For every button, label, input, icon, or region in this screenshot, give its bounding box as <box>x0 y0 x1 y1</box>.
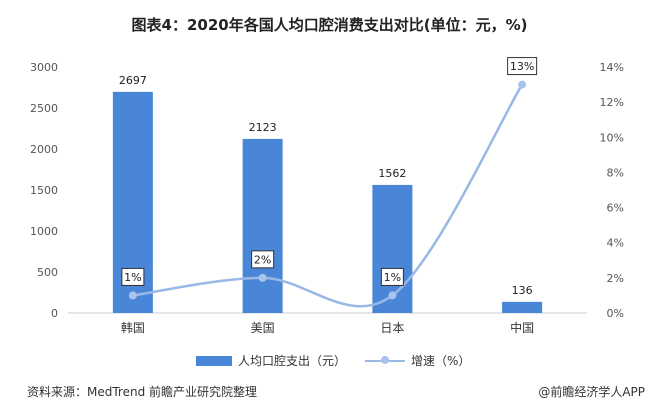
bars: 2697 2123 1562 136 <box>112 74 543 313</box>
bar-value-label: 2697 <box>119 74 147 87</box>
left-tick-label: 0 <box>51 307 58 320</box>
right-tick-label: 12% <box>600 96 624 109</box>
bar <box>242 138 283 313</box>
chart-area: 0 500 1000 1500 2000 2500 3000 0% 2% 4% 6% 8% 10% 12… <box>30 57 624 335</box>
growth-label-box <box>121 267 145 286</box>
growth-point <box>388 291 397 300</box>
growth-point <box>258 273 267 282</box>
growth-label: 2% <box>254 253 271 266</box>
growth-label-box <box>251 250 275 269</box>
category-labels: 韩国 美国 日本 中国 <box>121 320 534 335</box>
right-tick-label: 8% <box>607 166 624 179</box>
right-tick-label: 0% <box>607 307 624 320</box>
right-tick-label: 6% <box>607 202 624 215</box>
category-label: 美国 <box>251 321 275 335</box>
right-axis: 0% 2% 4% 6% 8% 10% 12% 14% <box>600 61 624 320</box>
category-label: 中国 <box>510 320 534 335</box>
legend-line-label: 增速（%） <box>411 354 471 368</box>
right-tick-label: 2% <box>607 272 624 285</box>
growth-label-box <box>380 267 404 286</box>
source-note: 资料来源：MedTrend 前瞻产业研究院整理 <box>27 385 258 399</box>
right-tick-label: 4% <box>607 237 624 250</box>
bar-value-label: 136 <box>512 284 533 297</box>
growth-label: 1% <box>124 271 141 284</box>
legend-bar-swatch <box>196 356 232 366</box>
growth-label-box <box>507 57 538 76</box>
legend: 人均口腔支出（元） 增速（%） <box>0 351 659 371</box>
category-label: 韩国 <box>121 320 145 335</box>
left-tick-label: 3000 <box>30 61 58 74</box>
growth-point <box>128 291 137 300</box>
growth-point <box>518 80 527 89</box>
left-tick-label: 1000 <box>30 225 58 238</box>
right-tick-label: 14% <box>600 61 624 74</box>
left-tick-label: 2000 <box>30 143 58 156</box>
left-tick-label: 1500 <box>30 184 58 197</box>
left-tick-label: 2500 <box>30 102 58 115</box>
growth-line: 1% 2% 1% 13% <box>121 57 538 308</box>
legend-bar-label: 人均口腔支出（元） <box>238 354 347 368</box>
chart-title: 图表4：2020年各国人均口腔消费支出对比(单位：元，%) <box>131 16 528 34</box>
bar <box>502 301 543 313</box>
growth-line-path <box>132 83 524 308</box>
bar-value-label: 1562 <box>378 167 406 180</box>
brand-label: @前瞻经济学人APP <box>538 385 645 399</box>
growth-label: 13% <box>510 60 534 73</box>
category-label: 日本 <box>380 321 404 335</box>
right-tick-label: 10% <box>600 131 624 144</box>
legend-line-dot <box>381 356 389 364</box>
left-tick-label: 500 <box>37 266 58 279</box>
left-axis: 0 500 1000 1500 2000 2500 3000 <box>30 61 58 320</box>
bar-value-label: 2123 <box>249 121 277 134</box>
growth-label: 1% <box>384 271 401 284</box>
